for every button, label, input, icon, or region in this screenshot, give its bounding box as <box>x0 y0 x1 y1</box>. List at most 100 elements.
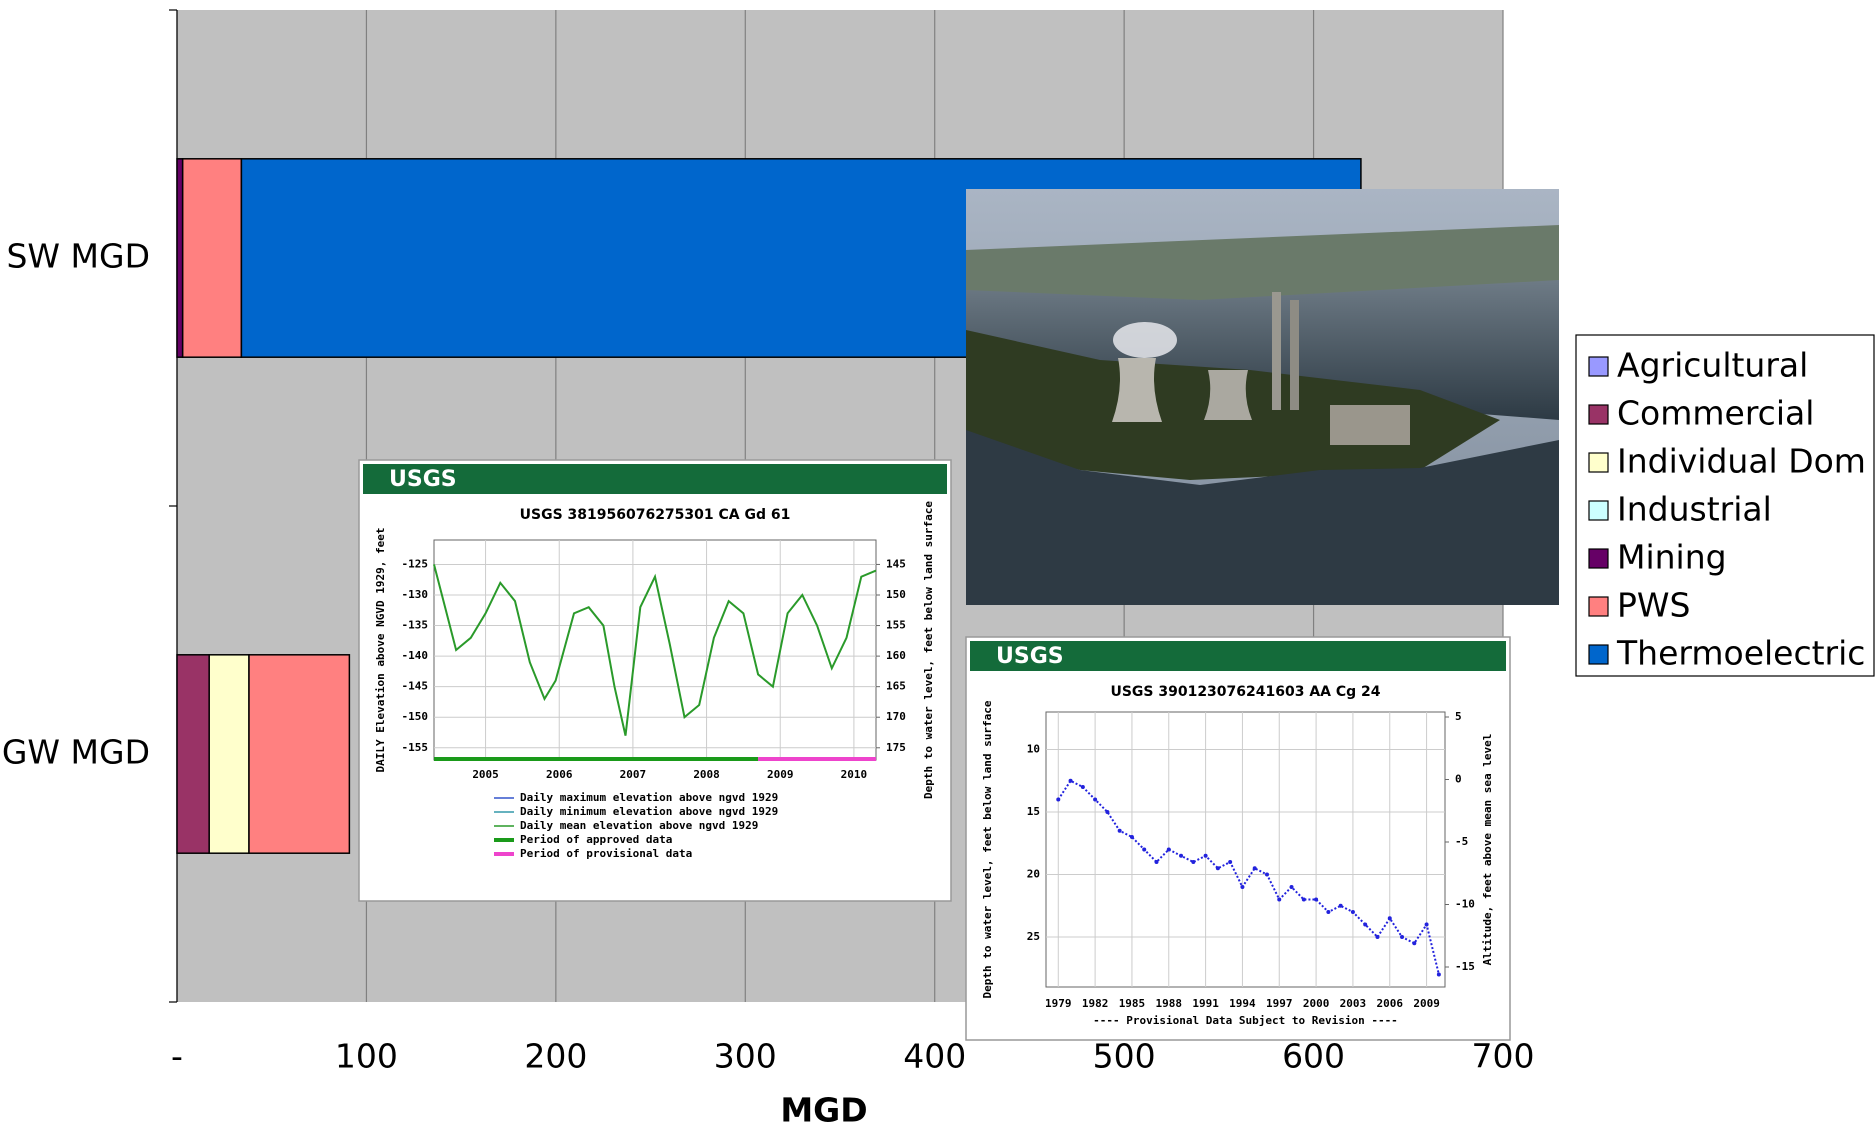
data-line <box>1057 779 1440 975</box>
y2-tick-label: 5 <box>1455 710 1462 723</box>
legend-swatch <box>1588 356 1609 377</box>
data-point <box>1424 922 1429 927</box>
x-tick-label: 2008 <box>693 768 720 781</box>
y-tick-label: SW MGD <box>6 237 150 276</box>
y2-tick-label: 165 <box>886 680 906 693</box>
y-tick-label: 15 <box>1027 805 1040 818</box>
x-tick-label: 2006 <box>1377 997 1404 1010</box>
data-point <box>1105 810 1110 814</box>
legend-box <box>1575 334 1875 677</box>
legend: Agricultural Commercial Individual Dom Indu… <box>1575 334 1875 677</box>
legend-label: Industrial <box>1617 490 1772 529</box>
data-point <box>1080 785 1085 789</box>
data-point <box>1179 853 1184 858</box>
data-point <box>1093 797 1098 802</box>
y-tick-label: GW MGD <box>2 733 150 772</box>
x-axis-label: MGD <box>780 1091 867 1130</box>
bar-segment <box>248 654 351 854</box>
y2-tick-label: -5 <box>1455 835 1468 848</box>
data-point <box>1264 872 1269 877</box>
x-tick-label: 2007 <box>620 768 647 781</box>
legend-label: Period of provisional data <box>520 847 692 860</box>
data-point <box>1056 797 1061 802</box>
y2-tick-label: 160 <box>886 649 906 662</box>
y-tick-label: 20 <box>1027 868 1040 881</box>
usgs-logo: USGS <box>996 644 1064 669</box>
legend-label: Daily mean elevation above ngvd 1929 <box>520 819 758 832</box>
inset-note: ---- Provisional Data Subject to Revisio… <box>1093 1014 1398 1027</box>
x-tick-label: - <box>171 1037 183 1076</box>
inset-plot <box>433 539 877 761</box>
y2-tick-label: 155 <box>886 619 906 632</box>
x-tick-label: 1991 <box>1192 997 1219 1010</box>
data-point <box>1338 903 1343 908</box>
y-tick-label: -155 <box>402 741 429 754</box>
usgs-banner <box>970 641 1506 671</box>
data-point <box>1277 897 1282 902</box>
legend-swatch <box>1588 452 1609 473</box>
y2-axis-label: Depth to water level, feet below land su… <box>922 501 935 799</box>
x-tick-label: 600 <box>1282 1037 1345 1076</box>
bar-segment <box>181 158 243 358</box>
data-point <box>1154 860 1159 864</box>
x-tick-label: 100 <box>335 1037 398 1076</box>
data-point <box>1191 860 1196 864</box>
legend-swatch <box>1588 404 1609 425</box>
period-bar <box>434 757 759 761</box>
legend-swatch <box>1588 548 1609 569</box>
x-tick-label: 1994 <box>1229 997 1256 1010</box>
legend-label: Agricultural <box>1617 346 1808 385</box>
legend-label: Thermoelectric <box>1616 634 1865 673</box>
y-axis-label: DAILY Elevation above NGVD 1929, feet <box>374 527 387 772</box>
inset-plot <box>1045 711 1446 988</box>
x-tick-label: 1985 <box>1119 997 1146 1010</box>
x-tick-label: 200 <box>524 1037 587 1076</box>
bar-segment <box>176 158 184 358</box>
data-point <box>1412 941 1417 946</box>
x-tick-label: 2006 <box>546 768 573 781</box>
period-bar <box>758 757 876 761</box>
inset-title: USGS 390123076241603 AA Cg 24 <box>1110 684 1380 700</box>
legend-swatch <box>1588 500 1609 521</box>
x-tick-label: 2000 <box>1303 997 1330 1010</box>
legend-label: PWS <box>1617 586 1690 625</box>
y-axis-label: Depth to water level, feet below land su… <box>981 700 994 998</box>
y-tick-label: 25 <box>1027 930 1040 943</box>
data-point <box>1375 935 1380 939</box>
legend-label: Daily maximum elevation above ngvd 1929 <box>520 791 778 804</box>
legend-label: Period of approved data <box>520 833 672 846</box>
x-tick-label: 2009 <box>767 768 794 781</box>
bar-segment <box>208 654 250 854</box>
data-line <box>433 564 877 736</box>
y-tick-label: -135 <box>402 619 429 632</box>
data-point <box>1301 897 1306 902</box>
y2-tick-label: 0 <box>1455 773 1462 786</box>
x-tick-label: 300 <box>714 1037 777 1076</box>
data-point <box>1363 922 1368 927</box>
data-point <box>1228 860 1233 864</box>
x-tick-label: 2005 <box>472 768 499 781</box>
data-point <box>1350 910 1355 914</box>
legend-label: Daily minimum elevation above ngvd 1929 <box>520 805 778 818</box>
y2-tick-label: 175 <box>886 741 906 754</box>
legend-label: Commercial <box>1617 394 1814 433</box>
inset-title: USGS 381956076275301 CA Gd 61 <box>520 507 791 523</box>
y2-tick-label: -15 <box>1455 960 1475 973</box>
y-tick-label: -140 <box>402 649 429 662</box>
x-tick-label: 2010 <box>841 768 868 781</box>
y-tick-label: -125 <box>402 557 429 570</box>
data-point <box>1068 778 1073 783</box>
data-point <box>1387 916 1392 921</box>
power-plant-photo <box>966 189 1559 605</box>
data-point <box>1240 885 1245 889</box>
y2-tick-label: 170 <box>886 710 906 723</box>
legend-label: Individual Dom <box>1617 442 1866 481</box>
x-tick-label: 400 <box>903 1037 966 1076</box>
x-tick-label: 500 <box>1093 1037 1156 1076</box>
y-tick-label: -145 <box>402 680 429 693</box>
data-point <box>1142 847 1147 852</box>
data-point <box>1252 866 1257 871</box>
data-point <box>1166 847 1171 852</box>
data-point <box>1326 910 1331 914</box>
